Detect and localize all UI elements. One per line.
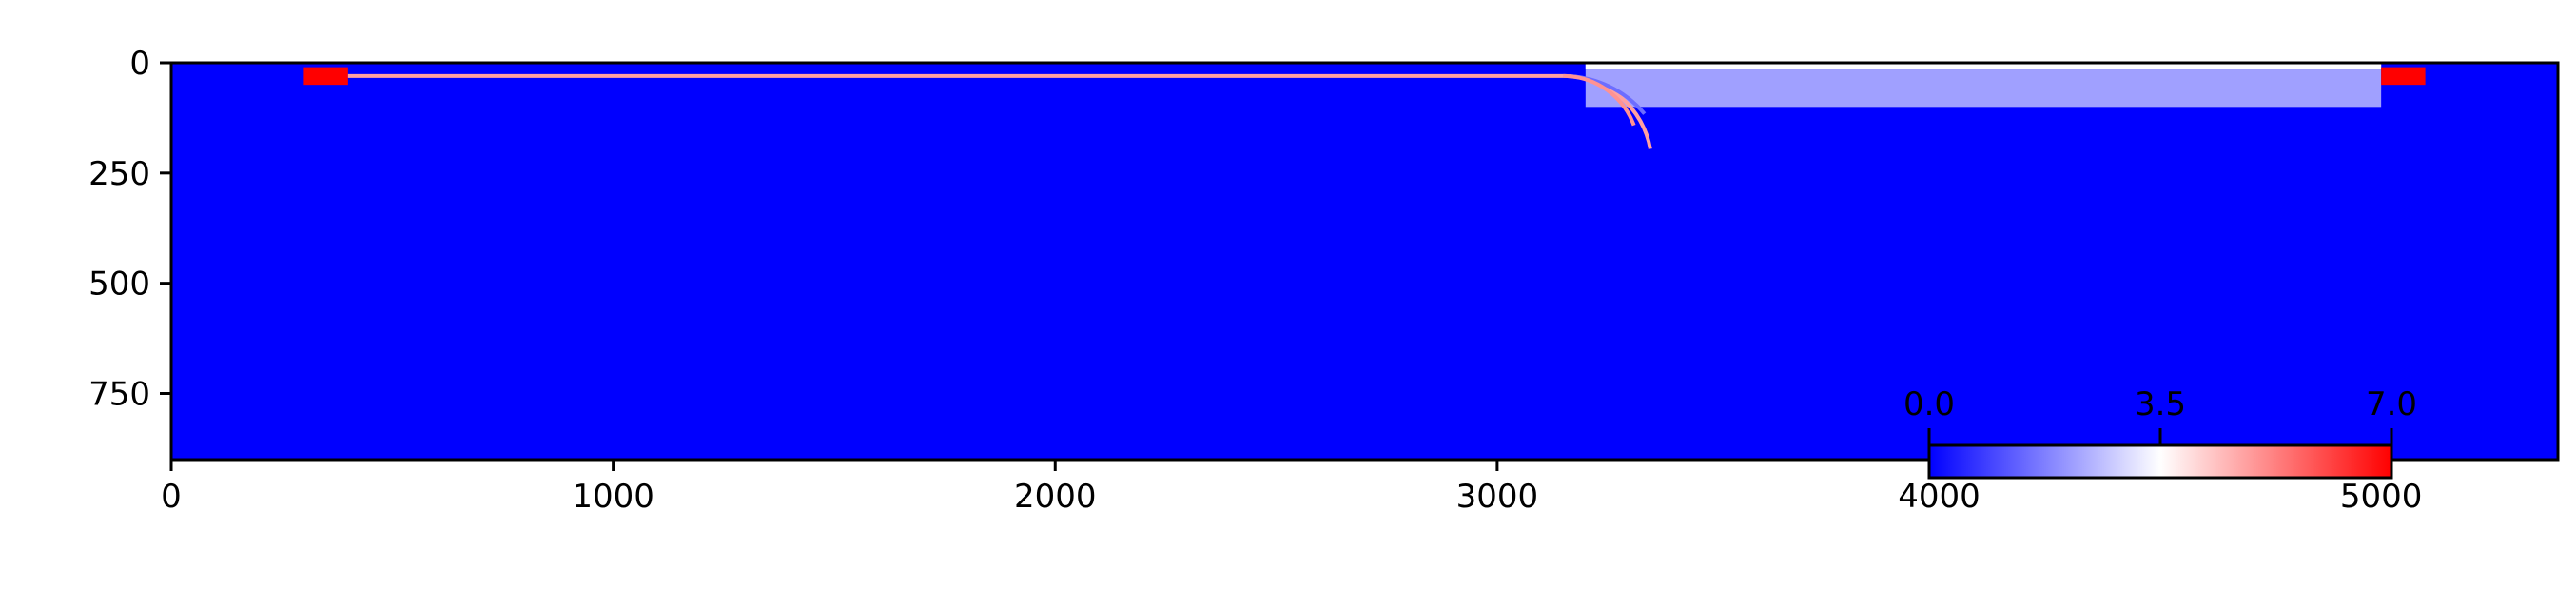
y-tick-label: 500 bbox=[88, 266, 150, 304]
heatmap-region-3 bbox=[2381, 67, 2426, 86]
y-axis: 0 250 500 750 bbox=[88, 45, 171, 414]
heatmap-region-1 bbox=[1585, 63, 2382, 69]
x-tick-label: 3000 bbox=[1456, 478, 1539, 516]
heatmap-region-2 bbox=[303, 67, 348, 86]
heatmap-field bbox=[171, 63, 2558, 460]
colorbar-tick-label: 7.0 bbox=[2366, 385, 2417, 423]
colorbar-tick-label: 0.0 bbox=[1903, 385, 1955, 423]
y-tick-label: 750 bbox=[88, 376, 150, 414]
x-tick-label: 2000 bbox=[1014, 478, 1097, 516]
y-tick-label: 250 bbox=[88, 155, 150, 193]
y-tick-label: 0 bbox=[129, 45, 150, 83]
x-tick-label: 5000 bbox=[2340, 478, 2423, 516]
x-tick-label: 0 bbox=[161, 478, 182, 516]
heatmap-region-0 bbox=[1585, 63, 2382, 108]
colorbar-gradient bbox=[1927, 443, 2393, 480]
colorbar-tick-label: 3.5 bbox=[2135, 385, 2186, 423]
x-tick-label: 4000 bbox=[1898, 478, 1981, 516]
colorbar-ticks: 0.0 3.5 7.0 bbox=[1903, 385, 2417, 445]
plot-frame bbox=[169, 61, 2560, 462]
heatmap-path-2 bbox=[1563, 73, 1636, 127]
colorbar: 0.0 3.5 7.0 bbox=[1903, 385, 2417, 480]
heatmap-background bbox=[171, 63, 2558, 460]
x-tick-label: 1000 bbox=[572, 478, 654, 516]
